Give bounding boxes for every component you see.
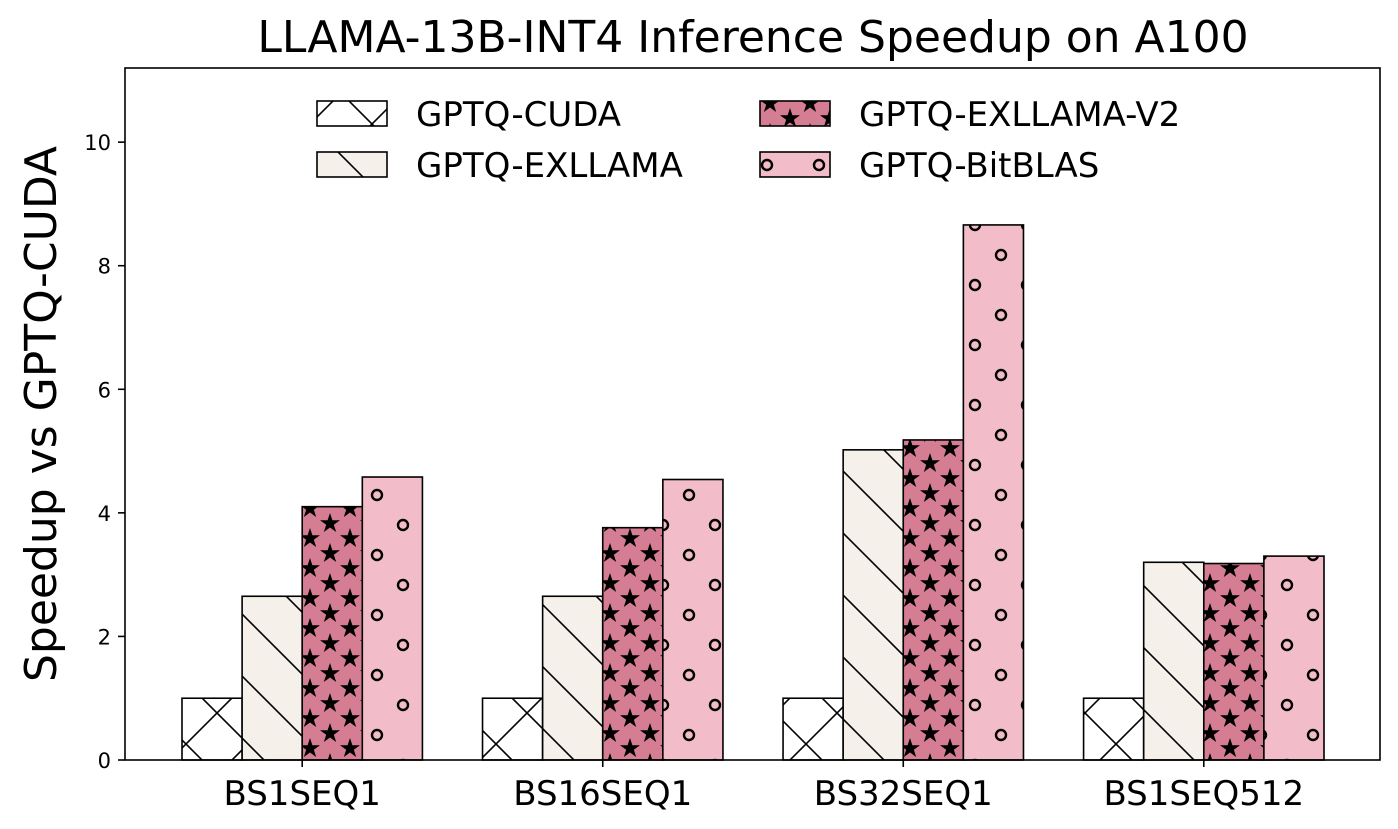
bar [962, 224, 1025, 761]
legend-item: GPTQ-BitBLAS [759, 146, 1099, 186]
legend-swatch-hatch [316, 100, 388, 127]
bar [601, 526, 664, 761]
bar [541, 595, 604, 761]
bar-hatch [902, 439, 965, 761]
bar [1082, 697, 1145, 761]
y-tick-label: 0 [98, 749, 111, 773]
x-tick-label: BS16SEQ1 [513, 774, 692, 814]
legend: GPTQ-CUDA GPTQ-EXLLAMA GPTQ-EXLLAMA-V2 GPTQ… [316, 95, 1180, 186]
x-tick-label: BS1SEQ512 [1103, 774, 1304, 814]
bar [782, 697, 844, 761]
y-tick-label: 2 [98, 625, 111, 649]
bar [301, 505, 364, 761]
bar-hatch [541, 595, 604, 761]
x-tick-label: BS1SEQ1 [224, 774, 381, 814]
y-axis-label: Speedup vs GPTQ-CUDA [16, 146, 67, 682]
y-tick-label: 10 [84, 131, 111, 155]
legend-swatch-hatch [759, 151, 831, 178]
bar-hatch [601, 526, 664, 761]
y-tick-label: 6 [98, 378, 111, 402]
bar [842, 449, 905, 761]
bar-hatch [782, 697, 844, 761]
legend-swatch-hatch [759, 100, 831, 127]
bar-hatch [1142, 561, 1205, 761]
legend-label: GPTQ-CUDA [416, 95, 621, 135]
y-tick-label: 4 [98, 502, 111, 526]
bar-hatch [1202, 562, 1265, 761]
legend-item: GPTQ-EXLLAMA [316, 146, 683, 186]
bar-hatch [1263, 555, 1325, 761]
x-tick-label: BS32SEQ1 [814, 774, 993, 814]
bar [181, 697, 243, 761]
bar-hatch [481, 697, 544, 761]
y-axis-ticks: 0 2 4 6 8 10 [84, 131, 125, 773]
plot-frame [124, 67, 1381, 761]
bar [902, 439, 965, 761]
x-axis-ticks: BS1SEQ1 BS16SEQ1 BS32SEQ1 BS1SEQ512 [224, 760, 1304, 814]
bar [1202, 562, 1265, 761]
bar [481, 697, 544, 761]
bar-hatch [241, 595, 304, 761]
chart-title: LLAMA-13B-INT4 Inference Speedup on A100 [257, 12, 1248, 63]
bar [662, 478, 724, 761]
legend-label: GPTQ-BitBLAS [859, 146, 1099, 186]
bars [181, 224, 1325, 761]
bar-hatch [962, 224, 1025, 761]
bar-hatch [361, 476, 424, 761]
legend-item: GPTQ-CUDA [316, 95, 621, 135]
bar-hatch [662, 478, 724, 761]
legend-item: GPTQ-EXLLAMA-V2 [759, 95, 1180, 135]
legend-swatch-hatch [316, 151, 388, 178]
bar [1142, 561, 1205, 761]
y-tick-label: 8 [98, 255, 111, 279]
legend-label: GPTQ-EXLLAMA [416, 146, 683, 186]
legend-label: GPTQ-EXLLAMA-V2 [859, 95, 1180, 135]
bar [241, 595, 304, 761]
bar [361, 476, 424, 761]
bar [1263, 555, 1325, 761]
bar-hatch [842, 449, 905, 761]
bar-hatch [301, 505, 364, 761]
bar-hatch [181, 697, 243, 761]
bar-hatch [1082, 697, 1145, 761]
